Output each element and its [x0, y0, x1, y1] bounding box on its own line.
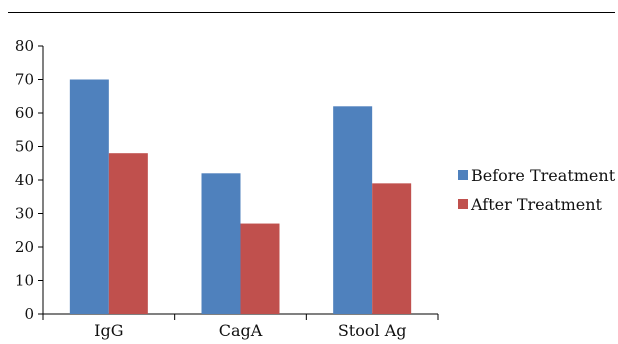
bar — [201, 173, 241, 314]
bar — [372, 183, 412, 314]
y-tick-label: 0 — [24, 305, 34, 323]
legend: Before Treatment After Treatment — [458, 166, 616, 214]
legend-label: After Treatment — [470, 195, 603, 214]
tick-labels: 0 10 20 30 40 50 60 70 80 IgG CagA Stool Ag — [15, 37, 407, 340]
legend-swatch — [458, 170, 468, 180]
y-tick-label: 10 — [15, 272, 34, 290]
top-divider — [8, 12, 615, 13]
bar — [69, 79, 109, 314]
y-tick-label: 20 — [15, 238, 34, 256]
y-tick-label: 60 — [15, 104, 34, 122]
y-tick-label: 40 — [15, 171, 34, 189]
bar — [240, 223, 280, 314]
legend-swatch — [458, 199, 468, 209]
y-tick-label: 30 — [15, 205, 34, 223]
x-category-label: CagA — [219, 321, 263, 340]
y-tick-label: 50 — [15, 138, 34, 156]
bar — [108, 153, 148, 314]
bars — [69, 79, 412, 314]
legend-label: Before Treatment — [471, 166, 616, 185]
y-tick-label: 70 — [15, 71, 34, 89]
x-category-label: Stool Ag — [338, 321, 407, 340]
y-tick-label: 80 — [15, 37, 34, 55]
x-category-label: IgG — [94, 321, 123, 340]
bar — [333, 106, 373, 314]
